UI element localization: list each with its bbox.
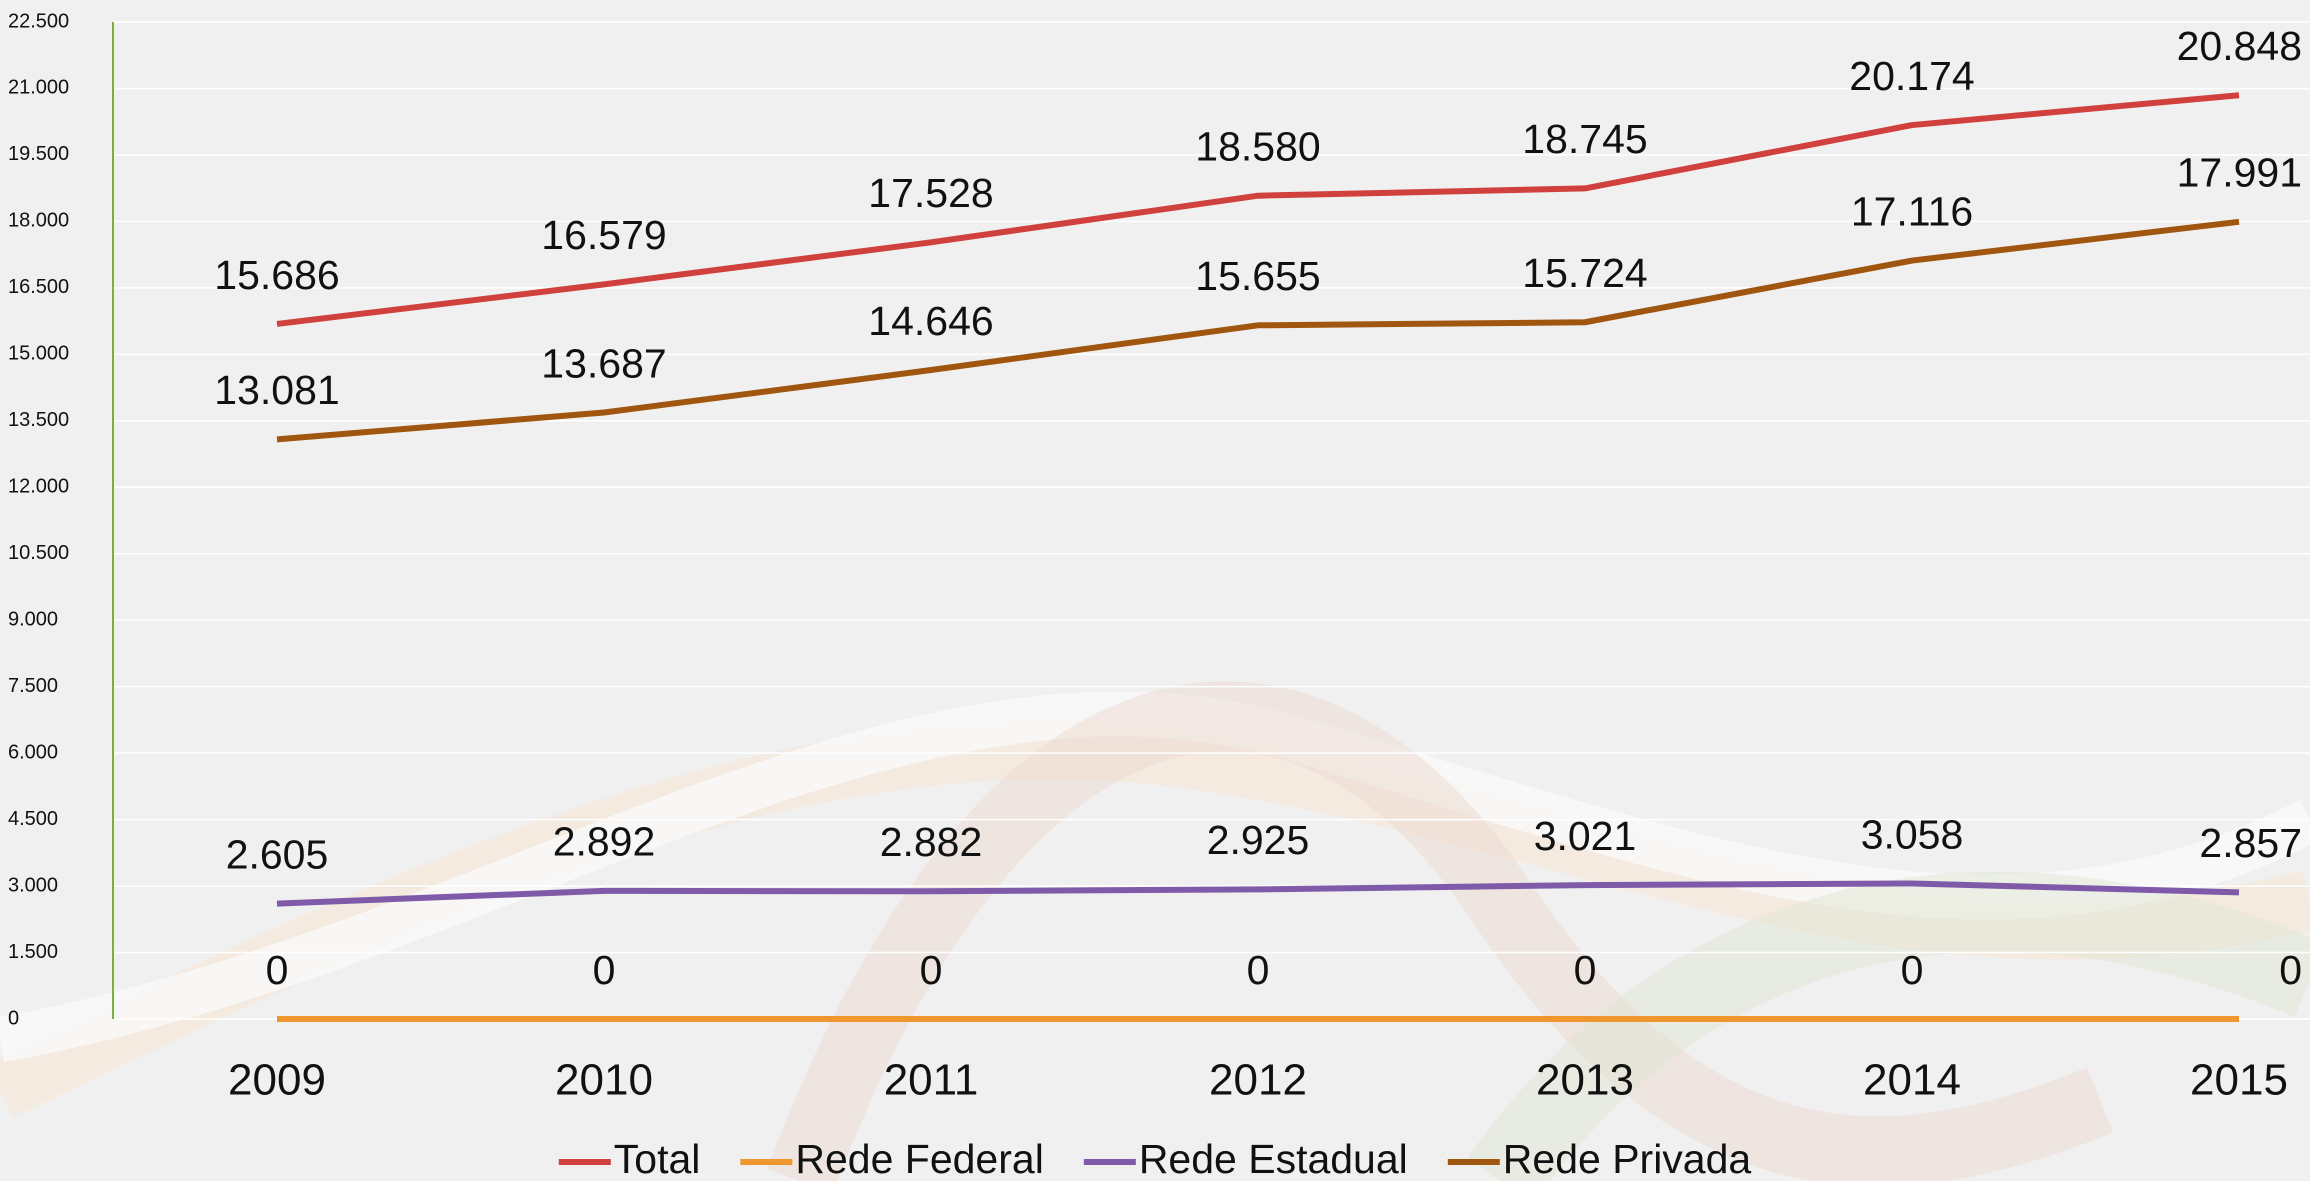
y-tick-label: 10.500 xyxy=(8,542,69,564)
y-tick-label: 9.000 xyxy=(8,608,58,630)
data-label: 2.605 xyxy=(226,831,329,877)
data-label: 3.021 xyxy=(1534,813,1637,859)
y-tick-label: 15.000 xyxy=(8,343,69,365)
y-tick-label: 7.500 xyxy=(8,675,58,697)
background xyxy=(0,0,2310,1181)
data-label: 3.058 xyxy=(1861,811,1964,857)
data-label: 13.081 xyxy=(214,367,339,413)
data-label: 20.848 xyxy=(2177,23,2302,69)
chart: 0 1.500 3.000 4.500 6.000 7.500 9.000 10.500 12.… xyxy=(0,0,2310,1181)
x-tick-label: 2014 xyxy=(1863,1056,1961,1105)
data-label: 20.174 xyxy=(1849,53,1974,99)
data-label: 0 xyxy=(920,947,943,993)
y-tick-label: 19.500 xyxy=(8,143,69,165)
data-label: 15.686 xyxy=(214,252,339,298)
y-tick-label: 1.500 xyxy=(8,941,58,963)
x-tick-label: 2011 xyxy=(884,1056,979,1105)
y-tick-label: 4.500 xyxy=(8,808,58,830)
y-tick-label: 18.000 xyxy=(8,210,69,232)
data-label: 0 xyxy=(1247,947,1270,993)
y-tick-label: 13.500 xyxy=(8,409,69,431)
x-tick-label: 2009 xyxy=(228,1056,326,1105)
data-label: 18.580 xyxy=(1195,124,1320,170)
data-label: 0 xyxy=(1901,947,1924,993)
data-label: 18.745 xyxy=(1522,116,1647,162)
data-label: 2.892 xyxy=(553,819,656,865)
data-label: 15.655 xyxy=(1195,253,1320,299)
y-tick-label: 12.000 xyxy=(8,476,69,498)
data-label: 2.857 xyxy=(2199,820,2302,866)
data-label: 0 xyxy=(1574,947,1597,993)
y-tick-label: 21.000 xyxy=(8,77,69,99)
x-tick-label: 2012 xyxy=(1209,1056,1307,1105)
legend-label: Rede Estadual xyxy=(1139,1136,1408,1181)
data-label: 14.646 xyxy=(868,298,993,344)
data-label: 17.991 xyxy=(2177,150,2302,196)
x-tick-label: 2015 xyxy=(2190,1056,2288,1105)
data-label: 13.687 xyxy=(541,340,666,386)
data-label: 2.882 xyxy=(880,819,983,865)
data-label: 0 xyxy=(2279,947,2302,993)
y-tick-label: 6.000 xyxy=(8,741,58,763)
legend-label: Rede Federal xyxy=(795,1136,1043,1181)
data-label: 0 xyxy=(593,947,616,993)
legend-label: Rede Privada xyxy=(1503,1136,1752,1181)
data-label: 2.925 xyxy=(1207,817,1310,863)
x-tick-label: 2013 xyxy=(1536,1056,1634,1105)
y-tick-label: 3.000 xyxy=(8,874,58,896)
y-tick-label: 16.500 xyxy=(8,276,69,298)
legend-label: Total xyxy=(614,1136,701,1181)
page: 0 1.500 3.000 4.500 6.000 7.500 9.000 10.500 12.… xyxy=(0,0,2310,1181)
data-label: 17.116 xyxy=(1851,188,1973,234)
y-tick-label: 22.500 xyxy=(8,10,69,32)
data-label: 17.528 xyxy=(868,170,993,216)
x-tick-label: 2010 xyxy=(555,1056,653,1105)
data-label: 16.579 xyxy=(541,212,666,258)
data-label: 0 xyxy=(266,947,289,993)
y-tick-label: 0 xyxy=(8,1007,19,1029)
data-label: 15.724 xyxy=(1522,250,1647,296)
